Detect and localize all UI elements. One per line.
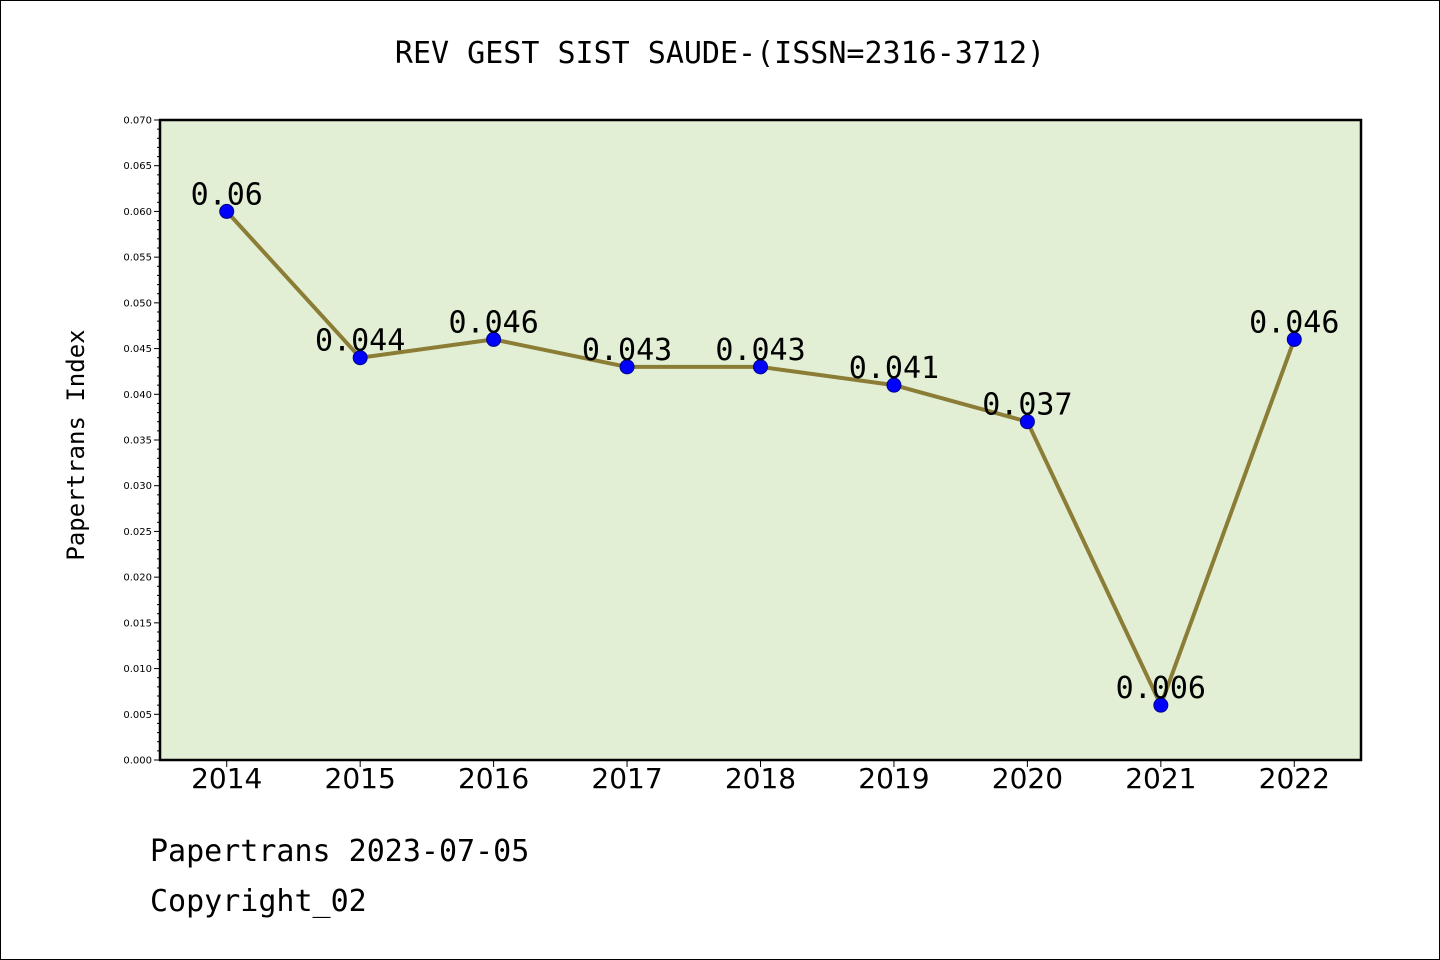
x-axis: 2014 2015 2016 2017 2018 2019 2020 2021 2022 [191, 760, 1330, 795]
y-tick-label: 0.030 [123, 481, 152, 492]
x-tick-label: 2014 [191, 762, 262, 795]
data-label: 0.046 [448, 305, 538, 340]
y-tick-label: 0.025 [123, 527, 152, 538]
data-label: 0.041 [849, 351, 939, 386]
data-label: 0.043 [582, 333, 672, 368]
data-label: 0.044 [315, 324, 405, 359]
y-tick-label: 0.065 [123, 161, 152, 172]
footer-date: Papertrans 2023-07-05 [150, 834, 530, 869]
chart-title: REV GEST SIST SAUDE-(ISSN=2316-3712) [394, 36, 1046, 71]
x-tick-label: 2021 [1125, 762, 1196, 795]
x-tick-label: 2018 [725, 762, 796, 795]
y-tick-label: 0.005 [123, 710, 152, 721]
data-point [486, 331, 502, 347]
data-point [619, 359, 635, 375]
data-label: 0.037 [982, 388, 1072, 423]
data-point [886, 377, 902, 393]
y-tick-label: 0.035 [123, 436, 152, 447]
data-label: 0.06 [191, 177, 263, 212]
series-group [219, 203, 1302, 713]
y-tick-label: 0.020 [123, 573, 152, 584]
data-label: 0.006 [1116, 671, 1206, 706]
data-point [219, 203, 235, 219]
y-tick-label: 0.045 [123, 344, 152, 355]
x-tick-label: 2015 [325, 762, 396, 795]
y-tick-label: 0.070 [123, 116, 152, 127]
y-tick-label: 0.040 [123, 390, 152, 401]
y-tick-label: 0.010 [123, 664, 152, 675]
data-label: 0.043 [715, 333, 805, 368]
x-tick-label: 2022 [1259, 762, 1330, 795]
y-axis-title: Papertrans Index [62, 329, 90, 560]
data-label: 0.046 [1249, 305, 1339, 340]
data-point [1153, 697, 1169, 713]
data-point [1019, 414, 1035, 430]
y-tick-label: 0.060 [123, 207, 152, 218]
x-tick-label: 2020 [992, 762, 1063, 795]
footer-copyright: Copyright_02 [150, 884, 367, 919]
y-tick-label: 0.055 [123, 253, 152, 264]
y-tick-label: 0.050 [123, 298, 152, 309]
x-tick-label: 2016 [458, 762, 529, 795]
data-point [753, 359, 768, 375]
data-point [1286, 331, 1302, 347]
data-labels: 0.06 0.044 0.046 0.043 0.043 0.041 0.037 0.006 0… [191, 177, 1340, 706]
plot-area [158, 118, 1363, 762]
y-tick-label: 0.015 [123, 618, 152, 629]
data-point [352, 350, 368, 366]
x-tick-label: 2019 [858, 762, 929, 795]
x-tick-label: 2017 [591, 762, 662, 795]
y-axis: 0.000 0.005 0.010 0.015 0.020 0.025 0.030 0.035… [123, 116, 160, 767]
y-tick-label: 0.000 [123, 756, 152, 767]
